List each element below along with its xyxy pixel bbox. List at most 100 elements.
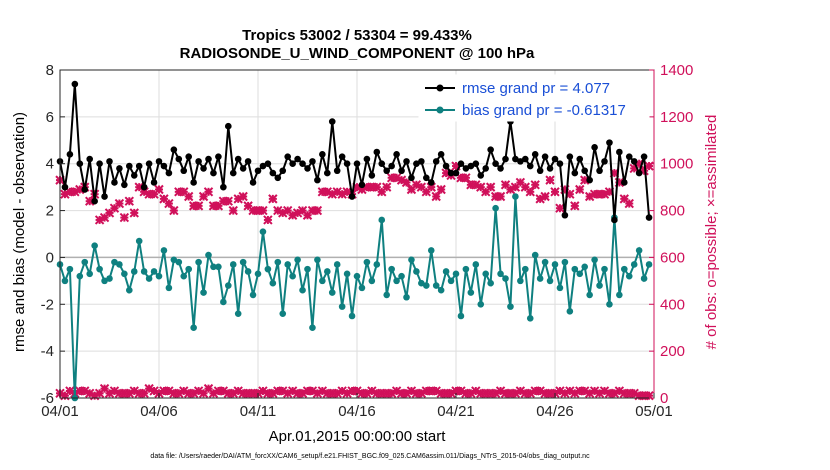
rmse-series-point xyxy=(66,151,74,158)
bias-series-point xyxy=(388,265,395,273)
x-tick-label: 05/01 xyxy=(635,403,673,420)
rmse-series-point xyxy=(319,151,326,158)
bias-series-point xyxy=(328,289,336,296)
bias-series-point xyxy=(358,284,366,292)
rmse-series-point xyxy=(225,122,232,130)
rmse-series-point xyxy=(408,174,415,182)
rmse-series-point xyxy=(571,169,579,177)
rmse-series-point xyxy=(368,172,376,179)
bias-series-point xyxy=(195,258,202,266)
rmse-series-point xyxy=(269,169,277,177)
bias-series-point xyxy=(116,261,123,268)
rmse-series-point xyxy=(304,165,311,172)
obs-possible-marker xyxy=(570,201,580,211)
rmse-series-point xyxy=(314,176,321,184)
bias-series-point xyxy=(625,272,633,280)
obs-assimilated-marker xyxy=(362,388,372,399)
bias-series-point xyxy=(333,261,341,268)
bias-series-point xyxy=(393,277,400,285)
rmse-series-point xyxy=(556,160,564,168)
rmse-series-point xyxy=(170,146,178,153)
legend-rmse-label: rmse grand pr = 4.077 xyxy=(462,80,610,97)
bias-series-point xyxy=(427,247,435,254)
bias-series-point xyxy=(635,247,643,254)
rmse-series-point xyxy=(274,174,282,182)
bias-series-point xyxy=(477,300,485,308)
obs-possible-marker xyxy=(183,191,194,202)
x-tick-label: 04/11 xyxy=(240,403,276,420)
bias-series-point xyxy=(249,291,257,299)
rmse-series-point xyxy=(130,172,138,179)
y-tick-label: 4 xyxy=(46,156,54,173)
bias-series-point xyxy=(432,282,440,289)
obs-possible-marker xyxy=(124,196,135,206)
rmse-series-point xyxy=(427,179,435,186)
rmse-series-point xyxy=(531,151,539,158)
bias-series-point xyxy=(220,298,227,306)
bias-series-point xyxy=(96,265,103,273)
bias-series-point xyxy=(165,284,173,292)
bias-series-point xyxy=(279,310,287,317)
rmse-series-point xyxy=(126,162,133,170)
bias-series-point xyxy=(621,265,628,273)
rmse-series-point xyxy=(289,160,296,168)
rmse-series-point xyxy=(358,181,366,189)
rmse-series-point xyxy=(328,118,336,125)
obs-possible-marker xyxy=(550,187,560,197)
rmse-series-point xyxy=(220,183,227,191)
obs-possible-marker xyxy=(555,203,565,213)
bias-series-point xyxy=(130,268,138,275)
rmse-series-point xyxy=(210,169,217,177)
bias-series-point xyxy=(413,268,420,275)
rmse-series-point xyxy=(497,165,504,172)
obs-possible-marker xyxy=(268,194,278,204)
bias-series-point xyxy=(81,258,89,266)
bias-series-point xyxy=(551,261,559,268)
rmse-series-point xyxy=(566,153,574,160)
bias-series-point xyxy=(442,268,450,275)
bias-series-point xyxy=(591,256,598,264)
rmse-series-point xyxy=(294,155,301,163)
bias-series-point xyxy=(180,272,188,280)
rmse-series-point xyxy=(234,155,242,163)
rmse-series-point xyxy=(467,162,475,170)
rmse-series-point xyxy=(96,160,103,168)
bias-series-point xyxy=(343,270,351,278)
obs-possible-marker xyxy=(525,187,535,197)
bias-series-point xyxy=(447,277,455,285)
bias-series-point xyxy=(170,256,178,264)
rmse-series-point xyxy=(512,155,519,163)
obs-possible-marker xyxy=(540,191,550,202)
obs-possible-marker xyxy=(203,187,214,197)
bias-series-point xyxy=(140,268,148,275)
rmse-series-point xyxy=(546,165,554,172)
rmse-series-point xyxy=(215,153,222,160)
bias-series-point xyxy=(225,282,232,289)
y2-tick-label: 400 xyxy=(660,296,685,313)
rmse-series-point xyxy=(472,160,480,168)
bias-series-point xyxy=(294,256,301,264)
x-axis-label: Apr.01,2015 00:00:00 start xyxy=(269,428,447,445)
rmse-series-point xyxy=(591,144,598,151)
rmse-series-point xyxy=(195,158,202,165)
bias-series-point xyxy=(111,258,118,266)
bias-series-point xyxy=(190,324,197,332)
rmse-series-point xyxy=(150,179,158,186)
bias-series-point xyxy=(205,251,212,259)
y-tick-label: 2 xyxy=(46,203,54,220)
bias-series-point xyxy=(135,237,143,245)
rmse-series-point xyxy=(378,160,386,168)
bias-series-point xyxy=(269,279,277,287)
legend-box xyxy=(418,74,650,122)
bias-series-point xyxy=(556,284,564,292)
chart-subtitle: RADIOSONDE_U_WIND_COMPONENT @ 100 hPa xyxy=(180,45,535,62)
bias-series-point xyxy=(145,275,153,282)
obs-possible-marker xyxy=(421,187,432,197)
bias-series-point xyxy=(586,291,593,299)
bias-series-point xyxy=(229,261,237,268)
bias-series-point xyxy=(309,324,316,332)
rmse-series-point xyxy=(81,186,89,193)
bias-series-point xyxy=(368,277,376,285)
obs-possible-marker xyxy=(624,198,634,209)
y-tick-label: 0 xyxy=(46,249,54,266)
